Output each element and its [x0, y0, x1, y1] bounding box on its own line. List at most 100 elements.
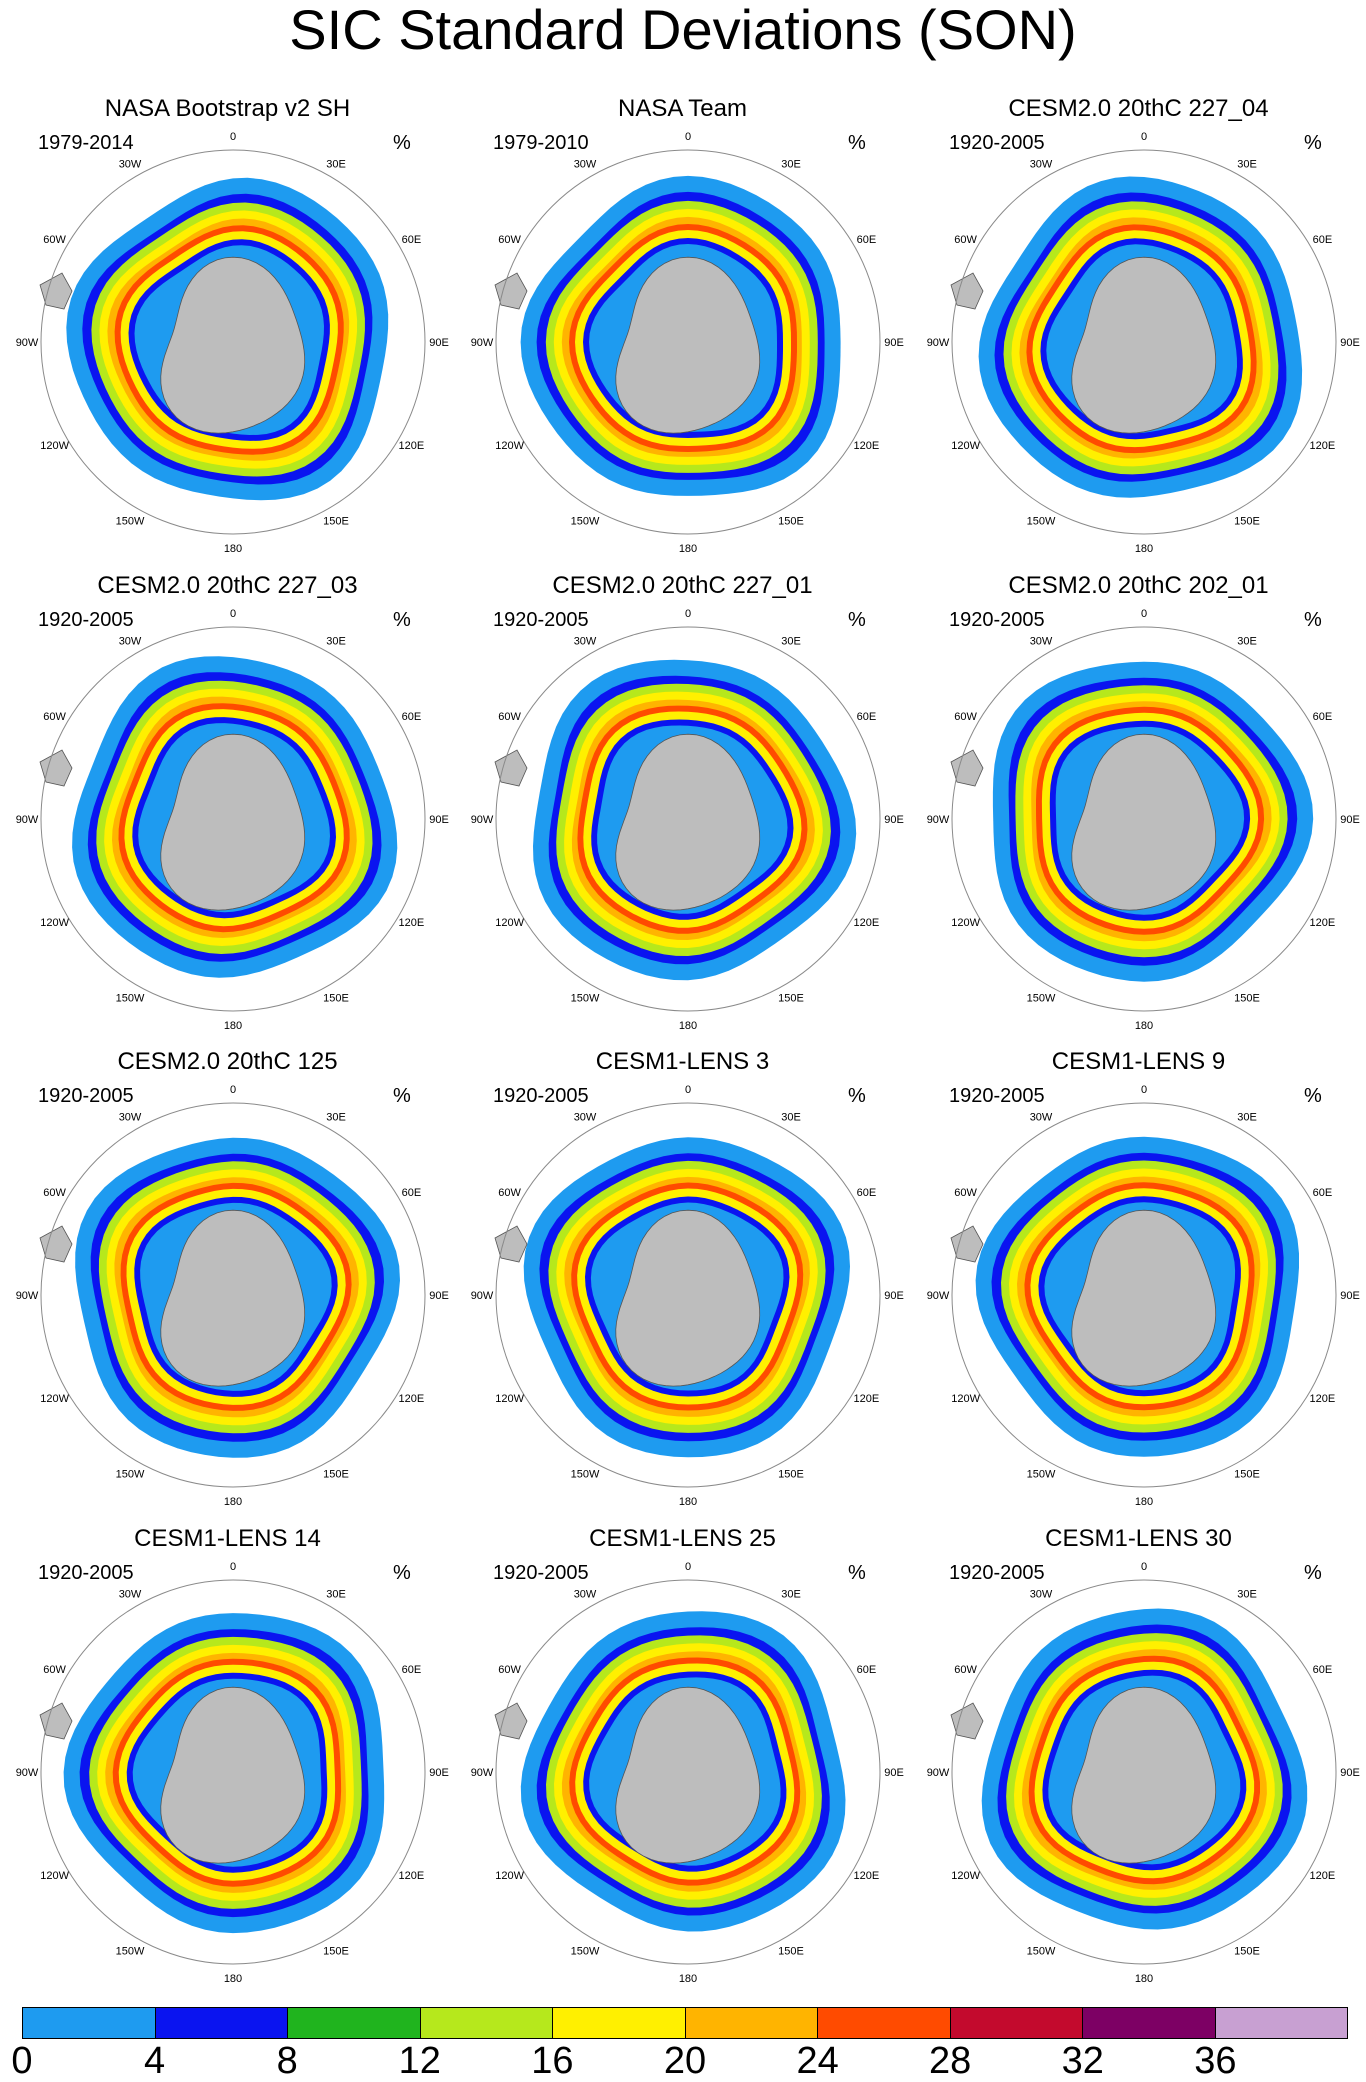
polar-map: 0 30E 60E 90E 120E 150E 180 150W 120W 90W 60W 30W	[927, 1561, 1360, 1985]
figure-title: SIC Standard Deviations (SON)	[289, 0, 1077, 61]
polar-map: 0 30E 60E 90E 120E 150E 180 150W 120W 90W 60W 30W	[471, 131, 904, 555]
longitude-label: 30E	[326, 159, 346, 171]
longitude-label: 0	[1141, 608, 1147, 620]
longitude-label: 60W	[498, 711, 521, 723]
longitude-label: 120W	[951, 1393, 980, 1405]
longitude-label: 120E	[1310, 440, 1336, 452]
longitude-label: 30W	[1030, 159, 1053, 171]
panel-period: 1920-2005	[493, 1562, 589, 1584]
map-boundary	[40, 1579, 426, 1965]
panel-title: CESM2.0 20thC 202_01	[1008, 572, 1269, 599]
longitude-label: 180	[1135, 1496, 1153, 1508]
panel-period: 1920-2005	[949, 132, 1045, 154]
longitude-label: 150W	[116, 1468, 145, 1480]
antarctica-land	[1071, 256, 1217, 434]
map-panel: CESM2.0 20thC 227_04 1920-2005% 0 30E 60E 90E…	[911, 95, 1366, 572]
longitude-label: 0	[230, 131, 236, 143]
colorbar-label: 28	[929, 2040, 972, 2082]
map-boundary	[951, 149, 1337, 535]
longitude-label: 150W	[571, 992, 600, 1004]
longitude-label: 90W	[927, 1290, 950, 1302]
panel-title: CESM2.0 20thC 227_04	[1008, 95, 1269, 122]
longitude-label: 150E	[1234, 992, 1260, 1004]
panel-period: 1920-2005	[493, 1085, 589, 1107]
panel-period: 1979-2014	[38, 132, 134, 154]
longitude-label: 60E	[402, 1664, 422, 1676]
longitude-label: 60E	[402, 711, 422, 723]
longitude-label: 0	[685, 1084, 691, 1096]
longitude-label: 30W	[574, 636, 597, 648]
polar-map: 0 30E 60E 90E 120E 150E 180 150W 120W 90W 60W 30W	[471, 1561, 904, 1985]
panel-title: CESM1-LENS 9	[1051, 1048, 1226, 1075]
colorbar-label: 16	[531, 2040, 574, 2082]
polar-map: 0 30E 60E 90E 120E 150E 180 150W 120W 90W 60W 30W	[16, 608, 449, 1032]
longitude-label: 60W	[954, 1187, 977, 1199]
polar-map: 0 30E 60E 90E 120E 150E 180 150W 120W 90W 60W 30W	[16, 1561, 449, 1985]
longitude-label: 30E	[781, 636, 801, 648]
longitude-label: 90W	[471, 1290, 494, 1302]
longitude-label: 90W	[471, 814, 494, 826]
longitude-label: 120W	[40, 917, 69, 929]
longitude-label: 60W	[43, 234, 66, 246]
longitude-label: 180	[224, 1020, 242, 1032]
longitude-label: 150W	[116, 992, 145, 1004]
map-boundary	[951, 1102, 1337, 1488]
longitude-label: 30E	[1237, 159, 1257, 171]
colorbar-segment	[23, 2008, 156, 2038]
longitude-label: 60W	[43, 711, 66, 723]
longitude-label: 120E	[399, 440, 425, 452]
longitude-label: 120W	[951, 1870, 980, 1882]
longitude-label: 180	[224, 543, 242, 555]
longitude-label: 90W	[927, 814, 950, 826]
longitude-label: 120W	[951, 440, 980, 452]
longitude-label: 30W	[574, 1589, 597, 1601]
longitude-label: 30W	[119, 1589, 142, 1601]
longitude-label: 120E	[854, 917, 880, 929]
longitude-label: 180	[224, 1496, 242, 1508]
longitude-label: 90E	[1340, 1767, 1360, 1779]
longitude-label: 90W	[16, 1290, 39, 1302]
longitude-label: 180	[1135, 1973, 1153, 1985]
map-boundary	[495, 626, 881, 1012]
panel-period: 1920-2005	[949, 609, 1045, 631]
longitude-label: 150E	[323, 1468, 349, 1480]
longitude-label: 150E	[1234, 1945, 1260, 1957]
polar-map: 0 30E 60E 90E 120E 150E 180 150W 120W 90W 60W 30W	[16, 1084, 449, 1508]
longitude-label: 90E	[429, 337, 449, 349]
panel-title: CESM1-LENS 30	[1045, 1525, 1232, 1552]
map-boundary	[495, 1579, 881, 1965]
longitude-label: 0	[1141, 1084, 1147, 1096]
antarctica-land	[160, 733, 306, 911]
longitude-label: 150W	[116, 1945, 145, 1957]
longitude-label: 180	[1135, 543, 1153, 555]
longitude-label: 150W	[571, 515, 600, 527]
longitude-label: 150E	[323, 515, 349, 527]
panel-title: CESM2.0 20thC 227_01	[552, 572, 813, 599]
longitude-label: 60E	[1313, 234, 1333, 246]
antarctica-land	[1071, 733, 1217, 911]
longitude-label: 90W	[16, 337, 39, 349]
map-boundary	[495, 149, 881, 535]
colorbar-label: 4	[144, 2040, 166, 2082]
panel-unit: %	[1304, 1562, 1322, 1584]
longitude-label: 30W	[119, 1112, 142, 1124]
colorbar-label: 32	[1061, 2040, 1104, 2082]
longitude-label: 120E	[399, 917, 425, 929]
longitude-label: 30E	[781, 1112, 801, 1124]
longitude-label: 150W	[1027, 992, 1056, 1004]
panel-unit: %	[393, 1085, 411, 1107]
colorbar-label: 12	[398, 2040, 441, 2082]
longitude-label: 180	[679, 1973, 697, 1985]
longitude-label: 150W	[571, 1945, 600, 1957]
longitude-label: 60W	[498, 1187, 521, 1199]
antarctica-land	[615, 1686, 761, 1864]
antarctica-land	[1071, 1209, 1217, 1387]
longitude-label: 90E	[1340, 337, 1360, 349]
map-panel: CESM2.0 20thC 202_01 1920-2005% 0 30E 60E 90E…	[911, 572, 1366, 1049]
map-boundary	[40, 626, 426, 1012]
antarctica-land	[615, 733, 761, 911]
longitude-label: 180	[679, 543, 697, 555]
longitude-label: 60E	[402, 234, 422, 246]
panel-unit: %	[848, 609, 866, 631]
longitude-label: 120E	[1310, 1393, 1336, 1405]
